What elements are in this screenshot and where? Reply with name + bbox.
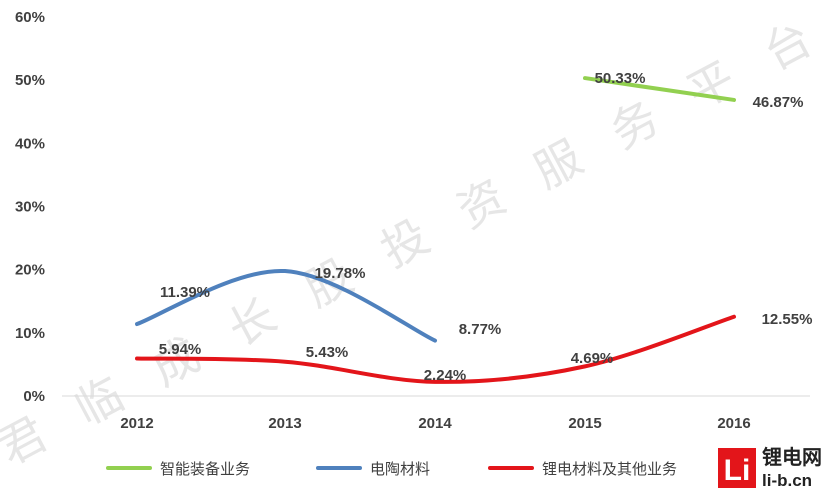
watermark-char: 长 (219, 288, 285, 357)
x-tick-label: 2015 (568, 415, 601, 432)
data-labels: 50.33% 46.87% 11.39% 19.78% 8.77% 5.94% 5.43% 2… (159, 70, 813, 384)
y-tick-label: 30% (15, 199, 45, 216)
x-tick-label: 2012 (120, 415, 153, 432)
legend-label: 电陶材料 (370, 460, 430, 478)
data-label: 50.33% (595, 70, 646, 87)
y-tick-label: 60% (15, 9, 45, 26)
y-axis: 0% 10% 20% 30% 40% 50% 60% (15, 9, 45, 405)
watermark-char: 务 (602, 90, 668, 159)
watermark-char: 资 (449, 169, 515, 238)
data-label: 5.94% (159, 341, 202, 358)
legend: 智能装备业务 电陶材料 锂电材料及其他业务 (106, 460, 677, 478)
x-tick-label: 2016 (717, 415, 750, 432)
series-lines (135, 76, 736, 384)
legend-label: 智能装备业务 (160, 460, 250, 478)
watermark-char: 平 (678, 51, 744, 120)
watermark-char: 君 (0, 406, 55, 475)
y-tick-label: 50% (15, 72, 45, 89)
series-line (135, 314, 736, 384)
x-tick-label: 2014 (418, 415, 452, 432)
data-label: 5.43% (306, 344, 349, 361)
legend-label: 锂电材料及其他业务 (542, 460, 677, 478)
logo-mark-box (718, 448, 756, 488)
data-label: 8.77% (459, 321, 502, 338)
data-label: 2.24% (424, 367, 467, 384)
logo: Li 锂电网 li-b.cn (718, 445, 822, 490)
logo-name: 锂电网 (762, 445, 822, 469)
logo-mark: Li (724, 454, 751, 487)
watermark-char: 服 (525, 130, 591, 199)
watermark-char: 台 (755, 11, 821, 80)
data-label: 12.55% (762, 311, 813, 328)
watermark-char: 成 (143, 327, 209, 396)
y-tick-label: 40% (15, 135, 45, 152)
data-label: 11.39% (160, 284, 210, 301)
data-label: 46.87% (753, 94, 804, 111)
x-tick-label: 2013 (268, 415, 301, 432)
y-tick-label: 10% (15, 325, 45, 342)
series-line (135, 269, 437, 343)
y-tick-label: 20% (15, 262, 45, 279)
logo-url: li-b.cn (762, 471, 812, 490)
x-axis: 2012 2013 2014 2015 2016 (62, 395, 810, 432)
data-label: 4.69% (571, 350, 614, 367)
watermark-char: 投 (372, 209, 438, 278)
series-line (583, 76, 736, 102)
y-tick-label: 0% (23, 388, 45, 405)
data-label: 19.78% (315, 265, 366, 282)
